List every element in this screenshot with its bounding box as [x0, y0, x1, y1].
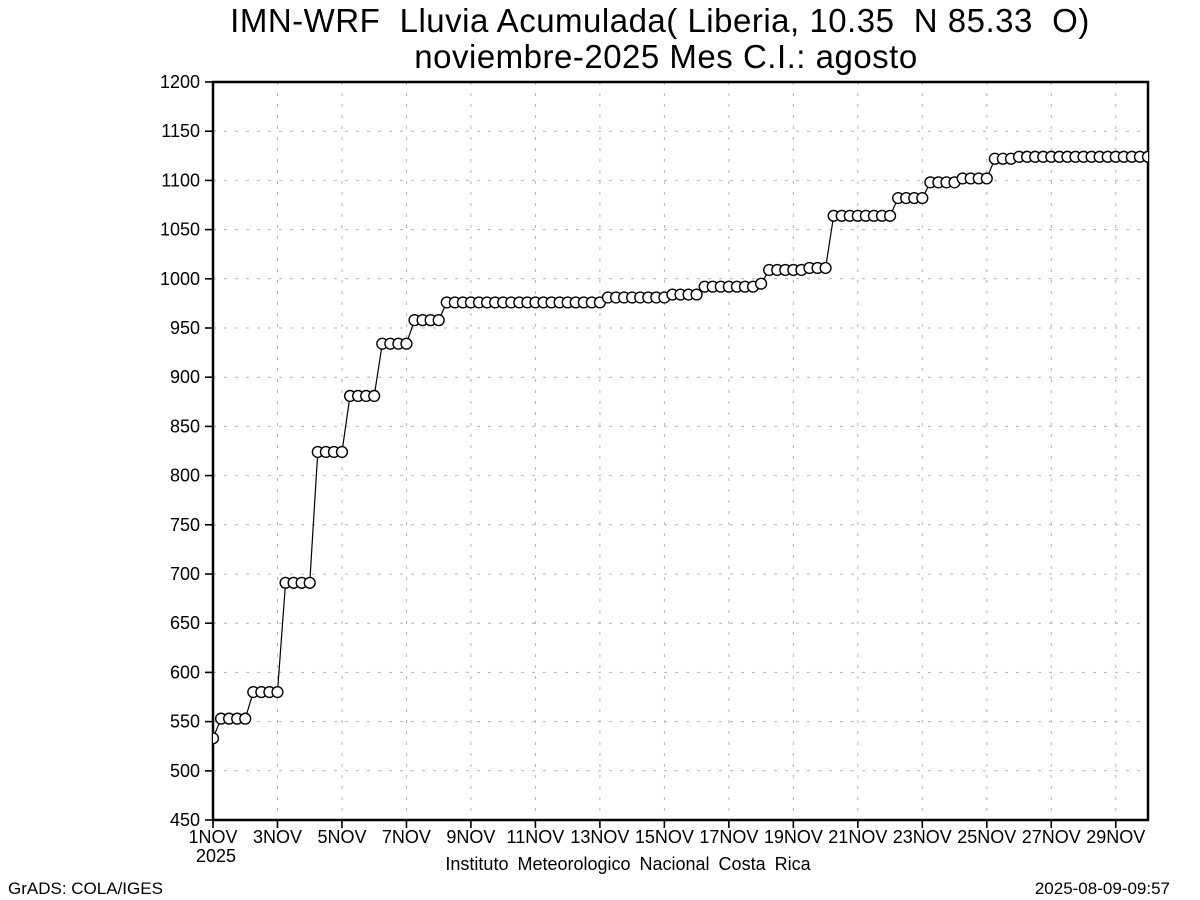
y-axis-tick-label: 1150: [161, 121, 200, 141]
y-axis-tick-label: 1050: [160, 220, 200, 240]
y-axis-tick-label: 500: [170, 761, 200, 781]
data-point-marker: [271, 685, 284, 699]
data-point-marker: [335, 445, 349, 459]
x-axis-tick-label: 9NOV: [446, 827, 495, 847]
rainfall-line: [213, 156, 1148, 739]
series-group: [213, 150, 1148, 745]
y-axis-tick-label: 900: [170, 367, 200, 387]
x-axis-tick-label: 17NOV: [699, 827, 758, 847]
chart-subtitle: noviembre-2025 Mes C.I.: agosto: [414, 38, 918, 75]
x-axis-tick-label: 13NOV: [570, 827, 629, 847]
y-axis-tick-label: 1200: [160, 72, 200, 92]
data-point-marker: [432, 314, 445, 327]
y-axis-tick-label: 600: [170, 662, 200, 682]
y-axis-tick-label: 700: [170, 564, 200, 584]
plot-frame: [211, 80, 1150, 822]
data-point-marker: [303, 576, 316, 589]
data-point-marker: [400, 337, 413, 350]
x-axis-tick-label: 23NOV: [893, 827, 952, 847]
data-point-marker: [690, 288, 703, 301]
x-axis-tick-label: 27NOV: [1022, 827, 1081, 847]
x-axis-year-label: 2025: [196, 846, 236, 866]
data-point-marker: [819, 261, 832, 275]
y-axis-tick-label: 1100: [161, 170, 200, 190]
x-axis-caption: Instituto Meteorologico Nacional Costa R…: [445, 854, 811, 874]
x-axis-tick-label: 7NOV: [382, 827, 431, 847]
x-axis-tick-label: 11NOV: [507, 827, 565, 847]
y-axis-tick-label: 450: [170, 810, 200, 830]
data-point-marker: [239, 712, 252, 725]
data-point-marker: [916, 192, 929, 205]
data-point-marker: [213, 732, 220, 745]
chart-title: IMN-WRF Lluvia Acumulada( Liberia, 10.35…: [230, 2, 1090, 39]
x-axis-tick-label: 5NOV: [317, 827, 366, 847]
x-axis-tick-label: 29NOV: [1086, 827, 1145, 847]
gridlines: [213, 82, 1148, 820]
x-axis-tick-label: 21NOV: [828, 827, 887, 847]
y-axis-tick-label: 950: [170, 318, 200, 338]
x-axis-tick-label: 1NOV: [188, 827, 237, 847]
data-point-marker: [1141, 150, 1148, 163]
data-point-marker: [980, 172, 993, 185]
x-axis-tick-label: 25NOV: [957, 827, 1016, 847]
y-axis-tick-label: 550: [170, 712, 200, 732]
y-axis-tick-label: 850: [170, 416, 200, 436]
data-point-marker: [883, 209, 897, 222]
grads-credit: GrADS: COLA/IGES: [8, 879, 163, 898]
x-axis-tick-label: 19NOV: [764, 827, 823, 847]
x-axis-tick-label: 3NOV: [253, 827, 302, 847]
data-point-marker: [368, 389, 381, 402]
y-axis-tick-label: 750: [170, 515, 200, 535]
y-axis-tick-label: 1000: [160, 269, 200, 289]
data-point-marker: [755, 277, 768, 290]
y-axis-tick-label: 650: [170, 613, 200, 633]
x-axis-tick-label: 15NOV: [635, 827, 694, 847]
y-axis-tick-label: 800: [170, 466, 200, 486]
creation-timestamp: 2025-08-09-09:57: [1034, 879, 1170, 898]
